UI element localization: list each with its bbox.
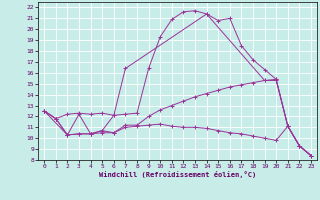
X-axis label: Windchill (Refroidissement éolien,°C): Windchill (Refroidissement éolien,°C) <box>99 171 256 178</box>
